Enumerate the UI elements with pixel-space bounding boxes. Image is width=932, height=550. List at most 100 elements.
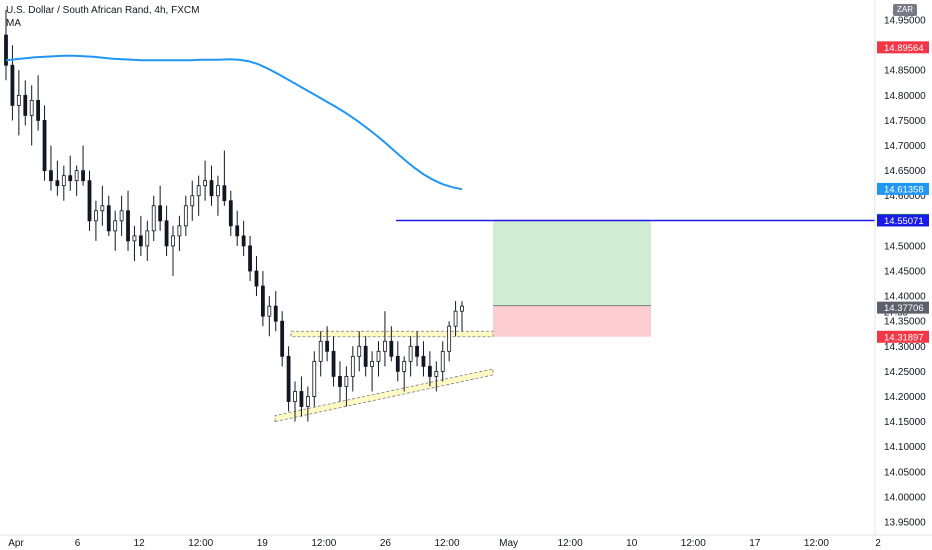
candle xyxy=(203,160,207,201)
candle xyxy=(370,351,374,392)
candle-body xyxy=(383,340,387,352)
candle xyxy=(453,301,458,337)
candle-body xyxy=(222,185,227,202)
candle-body xyxy=(261,285,265,317)
candle xyxy=(267,296,272,337)
price-label-bg xyxy=(877,182,929,195)
candle xyxy=(158,185,163,231)
candle-body xyxy=(42,120,47,172)
candle-body xyxy=(453,310,458,327)
price-label-bg xyxy=(877,214,929,227)
candle xyxy=(74,165,79,196)
price-tick-label: 14.75000 xyxy=(884,116,926,127)
candle-body xyxy=(408,345,413,362)
moving-average-series xyxy=(5,54,463,191)
time-tick-label: 26 xyxy=(380,538,392,549)
price-tick-label: 14.10000 xyxy=(884,442,926,453)
price-label: 14.61358 xyxy=(877,182,929,195)
price-label: 14.55071 xyxy=(877,214,929,227)
candle-body xyxy=(312,360,317,397)
candle xyxy=(29,85,34,146)
candle xyxy=(42,105,47,181)
candle-body xyxy=(389,340,394,357)
candle-body xyxy=(49,170,53,182)
candle-body xyxy=(216,185,220,197)
candle-body xyxy=(132,235,137,242)
candle xyxy=(363,336,368,377)
candle-body xyxy=(254,270,259,287)
candle xyxy=(138,215,143,256)
candle xyxy=(23,80,28,126)
price-tick-label: 14.35000 xyxy=(884,317,926,328)
time-tick-label: 12:00 xyxy=(558,538,583,549)
time-tick-label: 19 xyxy=(257,538,269,549)
candle-body xyxy=(106,205,111,232)
price-label-text: 14.55071 xyxy=(884,216,924,227)
candle xyxy=(49,145,53,191)
candle xyxy=(164,205,169,256)
price-tick-label: 14.65000 xyxy=(884,166,926,177)
price-label: 14.31897 xyxy=(877,330,929,343)
candle-body xyxy=(81,170,85,182)
currency-badge-text: ZAR xyxy=(897,5,913,14)
currency-badge: ZAR xyxy=(893,4,917,16)
candle-body xyxy=(447,325,452,352)
candle xyxy=(94,200,98,241)
candle xyxy=(427,351,432,387)
price-tick-label: 14.60000 xyxy=(884,191,926,202)
candle-body xyxy=(228,200,233,227)
candle xyxy=(171,225,175,277)
candle-body xyxy=(74,170,79,182)
candle xyxy=(421,341,426,377)
candle xyxy=(261,271,265,327)
price-label-text: 14.37706 xyxy=(884,303,924,314)
price-tick-label: 14.70000 xyxy=(884,141,926,152)
candle xyxy=(293,381,297,422)
candle xyxy=(68,155,73,191)
price-tick-label: 14.80000 xyxy=(884,91,926,102)
chart-symbol-title: U.S. Dollar / South African Rand, 4h, FX… xyxy=(6,5,200,16)
candle-body xyxy=(363,345,368,367)
candle xyxy=(126,190,130,251)
price-label-text: 14.31897 xyxy=(884,332,924,343)
candle xyxy=(286,346,291,412)
candle-body xyxy=(183,205,188,227)
candle-body xyxy=(61,175,66,187)
candle xyxy=(100,185,105,226)
price-label-bg xyxy=(877,301,929,314)
time-tick-label: 2 xyxy=(875,538,881,549)
candle xyxy=(61,165,66,201)
candle xyxy=(383,311,387,367)
price-axis-labels: 14.8956414.6135814.5520014.5507114.38094… xyxy=(877,41,929,343)
candle xyxy=(145,220,150,261)
candle xyxy=(196,175,201,216)
time-axis-ticks: Apr 6 12 12:00 19 12:00 26 12:00 May 12:00 10 12:00… xyxy=(8,538,881,549)
price-tick-label: 14.15000 xyxy=(884,417,926,428)
candle xyxy=(209,165,214,206)
candle-body xyxy=(36,99,41,121)
candle-body xyxy=(299,391,304,407)
candle xyxy=(312,351,317,407)
candle-body xyxy=(177,225,182,237)
candle xyxy=(177,215,182,251)
candle xyxy=(447,321,452,362)
candle-body xyxy=(402,360,407,372)
candle-body xyxy=(164,220,169,247)
candle xyxy=(408,336,413,377)
candle-body xyxy=(280,320,285,357)
time-tick-label: 10 xyxy=(626,538,638,549)
moving-average-line xyxy=(5,54,463,191)
candle-body xyxy=(29,99,34,116)
time-tick-label: 12:00 xyxy=(804,538,829,549)
price-axis-ticks: 13.95000 14.00000 14.05000 14.10000 14.15000… xyxy=(884,16,926,529)
candle xyxy=(183,195,188,236)
candle-body xyxy=(273,305,278,322)
candle-body xyxy=(196,185,201,197)
candle xyxy=(273,291,278,332)
candlestick-series xyxy=(4,10,464,422)
take-profit-zone xyxy=(493,219,651,306)
candle xyxy=(395,341,400,382)
candle-body xyxy=(440,350,445,372)
